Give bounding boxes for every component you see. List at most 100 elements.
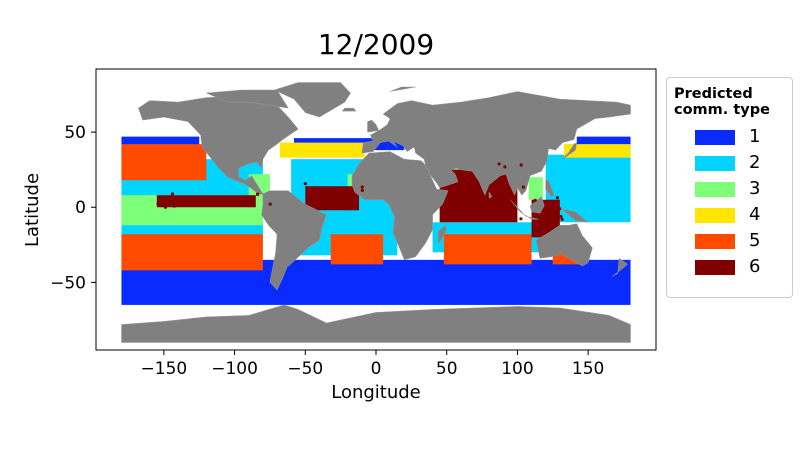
legend-swatch xyxy=(695,156,735,171)
legend-item-4: 4 xyxy=(695,204,790,227)
scatter-point xyxy=(549,219,553,224)
legend-label: 5 xyxy=(749,230,761,251)
region-class-5 xyxy=(330,234,384,265)
legend-label: 2 xyxy=(749,152,761,173)
land-uk xyxy=(367,119,380,133)
scatter-point xyxy=(303,182,307,186)
land-south-america xyxy=(261,190,327,291)
land-layer xyxy=(121,82,631,343)
scatter-point xyxy=(326,188,331,192)
scatter-point xyxy=(555,196,560,200)
scatter-point xyxy=(207,197,211,201)
scatter-point xyxy=(345,195,350,199)
legend-swatch xyxy=(695,182,735,197)
x-tick-label: 0 xyxy=(371,359,382,379)
scatter-point xyxy=(163,205,168,209)
legend-item-5: 5 xyxy=(695,230,790,253)
legend-label: 3 xyxy=(749,178,761,199)
legend-label: 6 xyxy=(749,256,761,277)
scatter-point xyxy=(239,198,243,202)
scatter-point xyxy=(170,192,175,196)
region-class-6 xyxy=(305,186,360,211)
scatter-point xyxy=(451,201,455,206)
y-axis-ticks: 50 0 −50 xyxy=(50,123,96,293)
land-philippines xyxy=(545,179,555,198)
region-class-3 xyxy=(528,177,543,200)
region-class-6 xyxy=(156,195,256,208)
scatter-point xyxy=(543,222,547,227)
scatter-point xyxy=(443,203,447,207)
land-iceland xyxy=(341,107,357,112)
legend-item-3: 3 xyxy=(695,178,790,201)
scatter-point xyxy=(360,188,364,192)
scatter-point xyxy=(519,163,523,167)
y-tick-label: −50 xyxy=(50,273,86,293)
scatter-point xyxy=(540,218,544,222)
land-madagascar xyxy=(437,224,447,246)
land-new-zealand xyxy=(612,257,629,277)
scatter-point xyxy=(558,207,562,211)
y-tick-label: 50 xyxy=(64,123,86,143)
y-axis-label: Latitude xyxy=(22,173,43,247)
legend: Predicted comm. type 1 2 3 4 5 6 xyxy=(666,77,793,298)
x-axis-label: Longitude xyxy=(331,382,421,403)
scatter-point xyxy=(503,165,507,169)
scatter-point xyxy=(241,201,246,205)
land-baffin-islands xyxy=(206,89,289,109)
scatter-point xyxy=(311,193,315,198)
land-eurasia xyxy=(361,91,631,196)
chart-title: 12/2009 xyxy=(317,28,435,61)
legend-label: 1 xyxy=(749,126,761,147)
land-sri-lanka xyxy=(488,191,493,199)
legend-title: Predicted comm. type xyxy=(674,86,770,118)
land-svalbard xyxy=(390,86,416,92)
scatter-point xyxy=(164,199,168,203)
region-class-4 xyxy=(279,142,365,158)
legend-swatch xyxy=(695,208,735,223)
x-tick-label: −50 xyxy=(287,359,323,379)
scatter-point xyxy=(345,190,350,194)
scatter-point xyxy=(350,192,354,197)
y-tick-label: 0 xyxy=(75,198,86,218)
legend-swatch xyxy=(695,260,735,275)
scatter-point xyxy=(533,198,537,202)
scatter-point xyxy=(476,202,480,206)
x-axis-ticks: −150 −100 −50 0 50 100 150 xyxy=(141,350,604,379)
land-new-guinea xyxy=(561,208,589,223)
scatter-point xyxy=(225,202,229,206)
region-class-4 xyxy=(564,144,631,158)
land-japan xyxy=(559,142,578,161)
region-class-5 xyxy=(121,144,207,181)
legend-item-2: 2 xyxy=(695,152,790,175)
scatter-point xyxy=(549,225,554,229)
region-class-5 xyxy=(443,234,532,265)
land-africa xyxy=(351,151,449,261)
scatter-point xyxy=(497,162,501,166)
scatter-point xyxy=(360,185,364,189)
scatter-point xyxy=(552,224,557,228)
scatter-point xyxy=(488,188,492,192)
scatter-point xyxy=(540,211,544,215)
legend-swatch xyxy=(695,234,735,249)
scatter-point xyxy=(343,191,347,196)
scatter-point xyxy=(546,204,550,208)
land-indonesia-west xyxy=(510,199,539,220)
scatter-point xyxy=(484,210,488,214)
scatter-point xyxy=(560,217,564,222)
scatter-point xyxy=(172,204,176,208)
scatter-point xyxy=(550,212,554,216)
scatter-point xyxy=(354,201,358,205)
legend-swatch xyxy=(695,130,735,145)
scatter-point xyxy=(255,192,260,196)
scatter-point xyxy=(470,198,474,203)
scatter-point xyxy=(324,186,328,191)
legend-item-6: 6 xyxy=(695,256,790,279)
scatter-point xyxy=(519,217,523,221)
scatter-point xyxy=(512,199,517,203)
region-class-5 xyxy=(121,234,263,271)
scatter-point xyxy=(233,202,237,206)
land-borneo xyxy=(529,196,545,214)
scatter-point xyxy=(475,208,479,212)
x-tick-label: 100 xyxy=(501,359,533,379)
